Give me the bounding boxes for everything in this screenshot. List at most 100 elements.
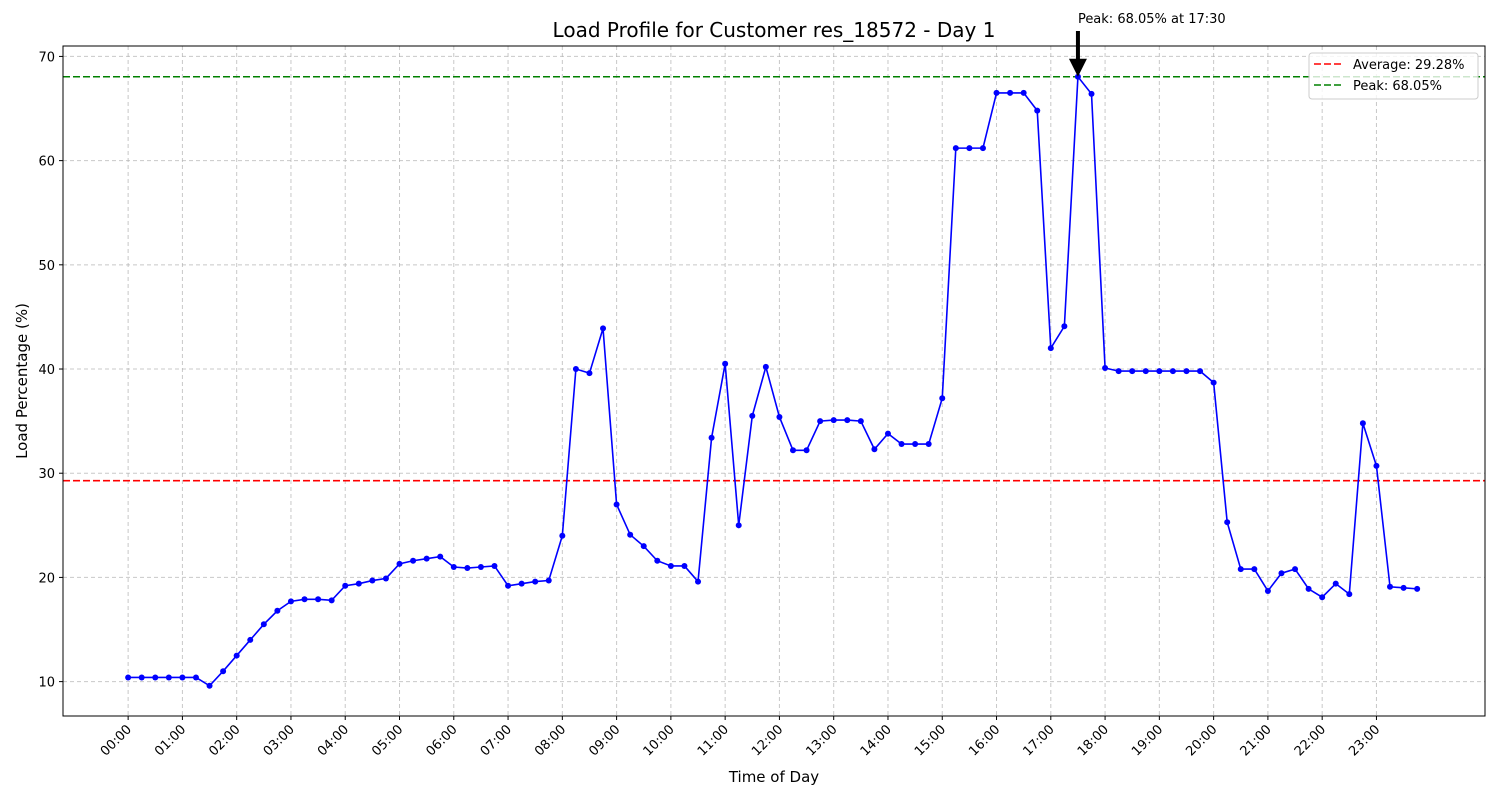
data-point <box>315 596 322 603</box>
data-point <box>627 531 634 538</box>
data-point <box>667 562 674 569</box>
grid-lines <box>63 46 1485 716</box>
y-axis-ticks: 10 20 30 40 50 60 70 <box>38 50 63 691</box>
data-point <box>165 674 172 681</box>
data-point <box>1264 587 1271 594</box>
x-tick-label: 09:00 <box>586 722 623 759</box>
data-point <box>301 596 308 603</box>
data-point <box>884 430 891 437</box>
x-axis-ticks: 00:00 01:00 02:00 03:00 04:00 05:00 06:00 07:00… <box>98 716 1383 759</box>
legend: Average: 29.28% Peak: 68.05% <box>1308 52 1479 100</box>
data-point <box>125 674 132 681</box>
data-point <box>654 557 661 564</box>
data-point <box>342 582 349 589</box>
data-point <box>1251 566 1258 573</box>
legend-label: Peak: 68.05% <box>1353 79 1442 94</box>
data-point <box>1278 570 1285 577</box>
data-point <box>355 580 362 587</box>
data-point <box>817 418 824 425</box>
data-point <box>328 597 335 604</box>
data-point <box>247 636 254 643</box>
data-point <box>952 145 959 152</box>
x-tick-label: 04:00 <box>315 722 352 759</box>
data-point <box>844 417 851 424</box>
data-point <box>776 413 783 420</box>
data-point <box>260 621 267 628</box>
data-point <box>545 577 552 584</box>
data-point <box>898 441 905 448</box>
data-point <box>1359 420 1366 427</box>
y-tick-label: 10 <box>38 676 55 691</box>
data-point <box>369 577 376 584</box>
data-point <box>518 580 525 587</box>
data-point <box>206 682 213 689</box>
x-tick-label: 18:00 <box>1075 722 1112 759</box>
peak-arrow-head <box>1068 58 1087 77</box>
data-point <box>1061 323 1068 330</box>
x-tick-label: 19:00 <box>1129 722 1166 759</box>
x-tick-label: 10:00 <box>641 722 678 759</box>
data-point <box>613 501 620 508</box>
data-point <box>722 360 729 367</box>
data-point <box>1400 584 1407 591</box>
data-point <box>152 674 159 681</box>
data-point <box>1115 368 1122 375</box>
data-series <box>125 73 1421 689</box>
data-point <box>1156 368 1163 375</box>
data-point <box>993 89 1000 96</box>
chart-title: Load Profile for Customer res_18572 - Da… <box>553 18 996 42</box>
data-point <box>871 446 878 453</box>
x-axis-label: Time of Day <box>728 768 819 786</box>
data-point <box>1088 90 1095 97</box>
data-point <box>830 417 837 424</box>
data-point <box>1224 519 1231 526</box>
y-tick-label: 70 <box>38 50 55 65</box>
data-point <box>532 578 539 585</box>
data-point <box>1319 594 1326 601</box>
data-point <box>491 562 498 569</box>
data-point <box>1346 591 1353 598</box>
data-point <box>925 441 932 448</box>
x-tick-label: 11:00 <box>695 722 732 759</box>
data-point <box>450 563 457 570</box>
data-point <box>410 557 417 564</box>
reference-lines <box>63 75 1485 482</box>
data-point <box>1373 462 1380 469</box>
x-tick-label: 17:00 <box>1021 722 1058 759</box>
data-point <box>382 575 389 582</box>
data-point <box>1387 583 1394 590</box>
data-point <box>749 412 756 419</box>
y-tick-label: 30 <box>38 467 55 482</box>
data-point <box>233 652 240 659</box>
data-point <box>708 434 715 441</box>
data-point <box>274 607 281 614</box>
series-line <box>128 74 1418 687</box>
x-tick-label: 23:00 <box>1346 722 1383 759</box>
data-point <box>1183 368 1190 375</box>
x-tick-label: 12:00 <box>749 722 786 759</box>
data-point <box>1237 566 1244 573</box>
data-point <box>966 145 973 152</box>
data-point <box>1332 580 1339 587</box>
data-point <box>572 366 579 373</box>
x-tick-label: 15:00 <box>912 722 949 759</box>
data-point <box>600 325 607 332</box>
x-tick-label: 07:00 <box>478 722 515 759</box>
x-tick-label: 05:00 <box>369 722 406 759</box>
data-point <box>939 395 946 402</box>
data-point <box>1305 585 1312 592</box>
data-point <box>681 562 688 569</box>
data-point <box>1292 566 1299 573</box>
peak-annotation-text: Peak: 68.05% at 17:30 <box>1078 12 1226 27</box>
x-tick-label: 08:00 <box>532 722 569 759</box>
y-tick-label: 40 <box>38 363 55 378</box>
data-point <box>437 553 444 560</box>
data-point <box>735 522 742 529</box>
data-point <box>979 145 986 152</box>
data-point <box>695 578 702 585</box>
data-point <box>464 565 471 572</box>
data-point <box>505 582 512 589</box>
data-point <box>1020 89 1027 96</box>
plot-frame <box>62 45 1486 717</box>
